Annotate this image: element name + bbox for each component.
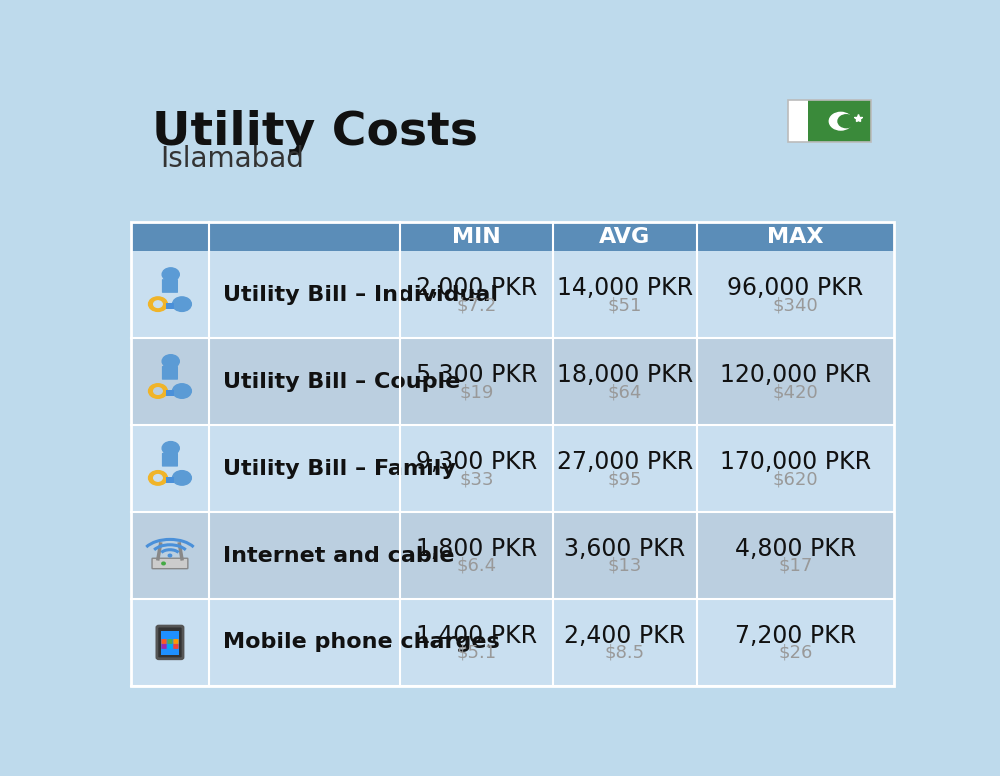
Text: Internet and cable: Internet and cable (223, 546, 454, 566)
FancyBboxPatch shape (152, 558, 188, 569)
Text: 2,400 PKR: 2,400 PKR (564, 624, 686, 647)
Circle shape (162, 442, 179, 455)
Text: $33: $33 (459, 470, 494, 488)
Text: $19: $19 (459, 383, 494, 401)
FancyBboxPatch shape (162, 279, 178, 293)
FancyBboxPatch shape (173, 644, 179, 649)
Text: $6.4: $6.4 (456, 557, 497, 575)
FancyBboxPatch shape (131, 251, 894, 338)
FancyBboxPatch shape (131, 425, 894, 512)
FancyBboxPatch shape (157, 626, 183, 659)
Text: $13: $13 (608, 557, 642, 575)
Circle shape (173, 297, 191, 311)
FancyBboxPatch shape (166, 477, 174, 483)
Text: Utility Bill – Couple: Utility Bill – Couple (223, 372, 460, 392)
Circle shape (173, 384, 191, 398)
Text: MIN: MIN (452, 227, 501, 247)
Text: 120,000 PKR: 120,000 PKR (720, 363, 871, 387)
FancyBboxPatch shape (166, 303, 174, 309)
Circle shape (168, 554, 172, 557)
FancyBboxPatch shape (131, 599, 894, 686)
Text: 4,800 PKR: 4,800 PKR (735, 537, 856, 561)
Text: 1,400 PKR: 1,400 PKR (416, 624, 537, 647)
FancyBboxPatch shape (131, 512, 894, 599)
Text: 5,300 PKR: 5,300 PKR (416, 363, 537, 387)
FancyBboxPatch shape (788, 100, 808, 142)
Circle shape (154, 388, 162, 394)
Text: Utility Bill – Individual: Utility Bill – Individual (223, 285, 498, 305)
FancyBboxPatch shape (161, 639, 167, 644)
Circle shape (154, 475, 162, 481)
Text: AVG: AVG (599, 227, 650, 247)
Text: 3,600 PKR: 3,600 PKR (564, 537, 686, 561)
Text: 1,800 PKR: 1,800 PKR (416, 537, 537, 561)
Text: 14,000 PKR: 14,000 PKR (557, 276, 693, 300)
Text: 2,000 PKR: 2,000 PKR (416, 276, 537, 300)
Text: $95: $95 (608, 470, 642, 488)
FancyBboxPatch shape (162, 453, 178, 466)
Text: $51: $51 (608, 296, 642, 314)
FancyBboxPatch shape (808, 100, 871, 142)
Text: 96,000 PKR: 96,000 PKR (727, 276, 864, 300)
Text: 170,000 PKR: 170,000 PKR (720, 450, 871, 474)
Circle shape (829, 113, 852, 130)
Text: $64: $64 (608, 383, 642, 401)
FancyBboxPatch shape (131, 338, 894, 425)
Text: $340: $340 (772, 296, 818, 314)
Text: 9,300 PKR: 9,300 PKR (416, 450, 537, 474)
Text: $620: $620 (773, 470, 818, 488)
FancyBboxPatch shape (173, 639, 179, 644)
Circle shape (154, 301, 162, 307)
Text: $26: $26 (778, 644, 813, 662)
Circle shape (838, 115, 855, 128)
FancyBboxPatch shape (167, 639, 173, 644)
FancyBboxPatch shape (166, 390, 174, 396)
Text: Utility Costs: Utility Costs (152, 110, 478, 155)
Text: Mobile phone charges: Mobile phone charges (223, 632, 499, 653)
Circle shape (149, 384, 167, 398)
Text: 27,000 PKR: 27,000 PKR (557, 450, 693, 474)
Circle shape (173, 470, 191, 485)
FancyBboxPatch shape (131, 222, 894, 251)
Text: $7.2: $7.2 (456, 296, 497, 314)
FancyBboxPatch shape (162, 366, 178, 379)
FancyBboxPatch shape (161, 644, 167, 649)
Text: Islamabad: Islamabad (160, 145, 304, 173)
FancyBboxPatch shape (161, 631, 179, 655)
Text: $420: $420 (772, 383, 818, 401)
Text: 18,000 PKR: 18,000 PKR (557, 363, 693, 387)
Text: 7,200 PKR: 7,200 PKR (735, 624, 856, 647)
Text: $5.1: $5.1 (456, 644, 497, 662)
Text: $8.5: $8.5 (605, 644, 645, 662)
Circle shape (162, 268, 179, 281)
Circle shape (162, 355, 179, 368)
Text: Utility Bill – Family: Utility Bill – Family (223, 459, 456, 479)
FancyBboxPatch shape (167, 644, 173, 649)
Text: MAX: MAX (767, 227, 824, 247)
Circle shape (162, 562, 165, 565)
Circle shape (149, 297, 167, 311)
Circle shape (149, 470, 167, 485)
Text: $17: $17 (778, 557, 813, 575)
